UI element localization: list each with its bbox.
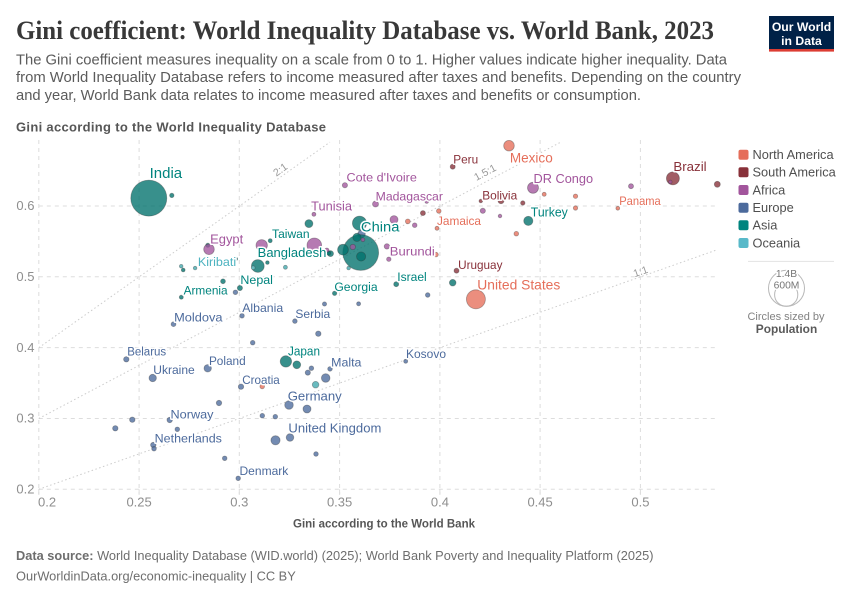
- svg-text:Germany: Germany: [288, 389, 342, 404]
- svg-text:0.35: 0.35: [327, 495, 352, 510]
- svg-text:Kosovo: Kosovo: [406, 347, 446, 361]
- svg-text:Israel: Israel: [397, 270, 427, 284]
- svg-text:Population: Population: [756, 322, 817, 336]
- svg-text:Data source: World Inequality: Data source: World Inequality Database (…: [16, 548, 654, 563]
- svg-text:Bangladesh: Bangladesh: [258, 245, 327, 260]
- svg-text:Malta: Malta: [331, 355, 362, 369]
- svg-text:Turkey: Turkey: [531, 206, 569, 220]
- svg-text:Georgia: Georgia: [334, 280, 378, 294]
- svg-text:Burundi: Burundi: [390, 244, 435, 258]
- svg-text:North America: North America: [753, 147, 835, 162]
- svg-text:Africa: Africa: [753, 182, 787, 197]
- svg-text:1.4B: 1.4B: [776, 269, 797, 280]
- svg-text:Moldova: Moldova: [174, 311, 223, 325]
- svg-text:Japan: Japan: [288, 344, 320, 359]
- svg-text:0.3: 0.3: [16, 411, 34, 426]
- svg-text:0.3: 0.3: [230, 495, 248, 510]
- svg-text:Armenia: Armenia: [184, 283, 228, 297]
- svg-text:Oceania: Oceania: [753, 235, 802, 250]
- svg-text:1:1: 1:1: [632, 264, 650, 280]
- svg-text:Gini according to the World Ba: Gini according to the World Bank: [293, 519, 476, 531]
- svg-text:Albania: Albania: [242, 301, 283, 315]
- svg-text:Norway: Norway: [171, 407, 215, 421]
- svg-text:China: China: [361, 219, 400, 235]
- svg-text:Gini coefficient: World Inequa: Gini coefficient: World Inequality Datab…: [16, 15, 714, 45]
- svg-text:Croatia: Croatia: [242, 374, 280, 387]
- svg-text:United States: United States: [477, 277, 560, 292]
- svg-text:Cote d'Ivoire: Cote d'Ivoire: [347, 170, 417, 184]
- svg-text:0.5: 0.5: [16, 269, 34, 284]
- svg-text:Our World: Our World: [772, 20, 831, 34]
- svg-text:Asia: Asia: [753, 218, 779, 233]
- svg-text:0.25: 0.25: [126, 495, 151, 510]
- svg-text:OurWorldinData.org/economic-in: OurWorldinData.org/economic-inequality |…: [16, 569, 296, 584]
- svg-text:Ukraine: Ukraine: [153, 363, 195, 377]
- svg-text:Belarus: Belarus: [127, 347, 166, 359]
- svg-text:from World Inequality Database: from World Inequality Database refers to…: [16, 70, 742, 86]
- svg-text:Taiwan: Taiwan: [272, 227, 310, 241]
- svg-text:Serbia: Serbia: [295, 307, 330, 321]
- svg-text:600M: 600M: [774, 280, 800, 291]
- svg-text:Netherlands: Netherlands: [155, 431, 222, 445]
- svg-text:Madagascar: Madagascar: [376, 190, 443, 204]
- svg-text:0.5: 0.5: [631, 495, 649, 510]
- svg-text:Uruguay: Uruguay: [458, 258, 502, 272]
- svg-text:Gini according to the World In: Gini according to the World Inequality D…: [16, 120, 326, 135]
- svg-text:DR Congo: DR Congo: [534, 171, 594, 186]
- svg-text:Peru: Peru: [453, 155, 478, 167]
- svg-text:Europe: Europe: [753, 200, 794, 215]
- svg-text:United Kingdom: United Kingdom: [288, 421, 381, 435]
- svg-text:Circles sized by: Circles sized by: [747, 311, 825, 323]
- svg-text:Panama: Panama: [619, 194, 661, 208]
- svg-text:Kiribati: Kiribati: [198, 255, 236, 269]
- svg-text:0.45: 0.45: [527, 495, 552, 510]
- svg-text:Mexico: Mexico: [510, 151, 553, 166]
- svg-text:Egypt: Egypt: [210, 232, 243, 247]
- svg-text:Brazil: Brazil: [673, 159, 706, 174]
- svg-text:0.6: 0.6: [16, 198, 34, 213]
- svg-text:Jamaica: Jamaica: [437, 214, 481, 228]
- svg-text:0.2: 0.2: [38, 495, 56, 510]
- svg-text:The Gini coefficient measures: The Gini coefficient measures inequality…: [16, 52, 728, 68]
- svg-text:Nepal: Nepal: [240, 273, 273, 287]
- svg-text:0.2: 0.2: [16, 482, 34, 497]
- svg-text:and year, World Bank data rela: and year, World Bank data relates to inc…: [16, 88, 641, 104]
- svg-text:India: India: [150, 165, 183, 182]
- svg-text:Poland: Poland: [209, 354, 246, 368]
- svg-text:Tunisia: Tunisia: [311, 200, 352, 214]
- svg-text:0.4: 0.4: [16, 340, 34, 355]
- svg-text:Bolivia: Bolivia: [482, 189, 517, 203]
- svg-text:in Data: in Data: [781, 34, 822, 48]
- svg-text:South America: South America: [753, 165, 837, 180]
- svg-text:Denmark: Denmark: [240, 464, 290, 478]
- svg-text:0.4: 0.4: [431, 495, 449, 510]
